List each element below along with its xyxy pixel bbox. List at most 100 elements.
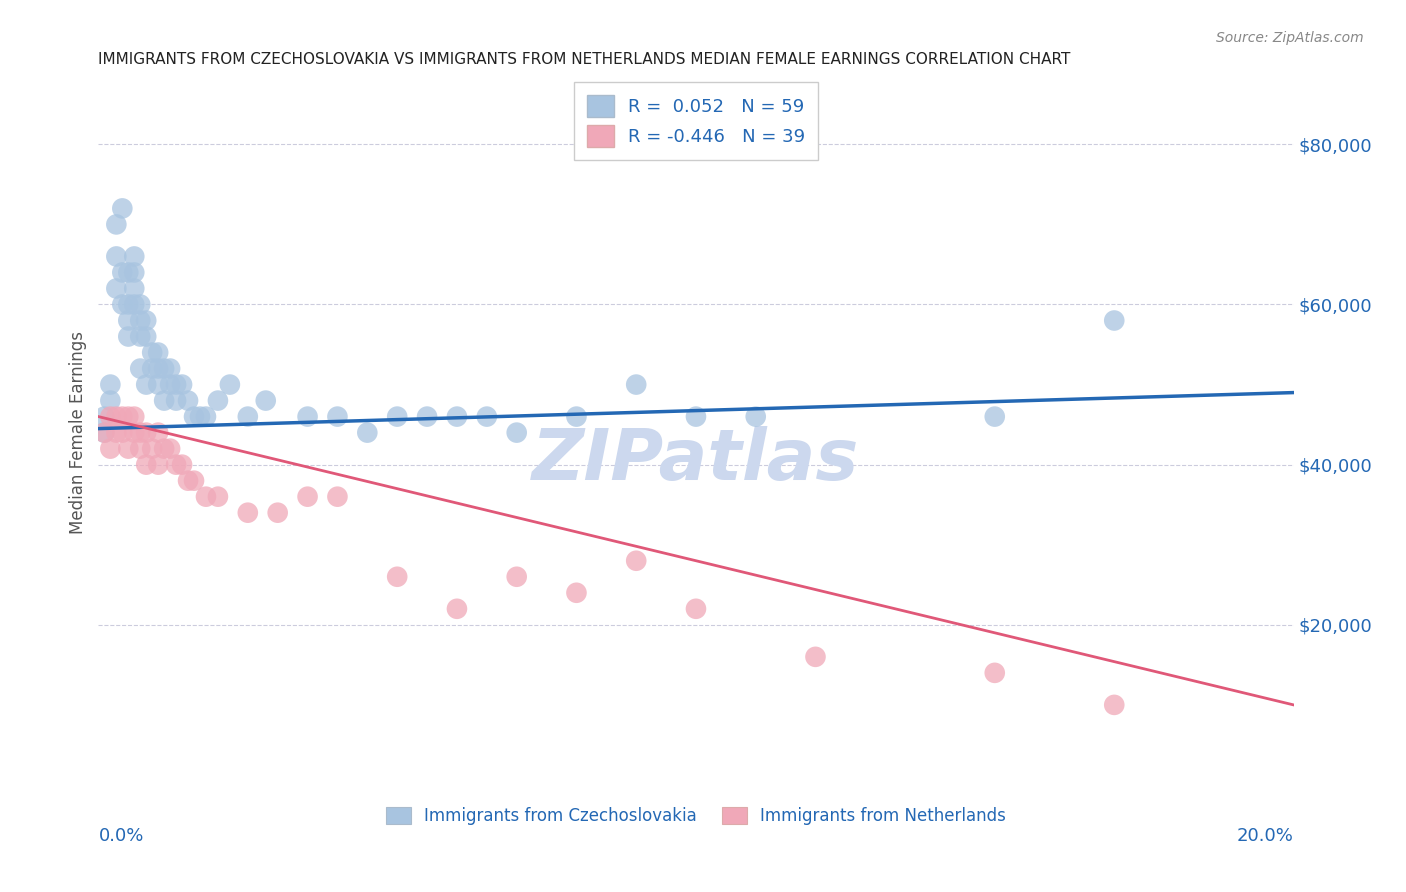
Point: [297, 409, 319, 424]
Point: [177, 474, 200, 488]
Point: [111, 409, 134, 424]
Legend: Immigrants from Czechoslovakia, Immigrants from Netherlands: Immigrants from Czechoslovakia, Immigran…: [377, 798, 1015, 833]
Point: [153, 361, 176, 376]
Point: [105, 281, 128, 295]
Point: [98, 409, 122, 424]
Point: [135, 313, 157, 327]
Point: [148, 345, 170, 359]
Point: [236, 409, 259, 424]
Point: [148, 425, 170, 440]
Point: [153, 442, 176, 456]
Point: [135, 458, 157, 472]
Point: [129, 297, 152, 311]
Point: [93, 425, 115, 440]
Point: [148, 377, 170, 392]
Point: [236, 506, 259, 520]
Point: [446, 602, 468, 616]
Point: [254, 393, 277, 408]
Point: [129, 361, 152, 376]
Point: [984, 409, 1007, 424]
Point: [105, 218, 128, 232]
Point: [207, 490, 229, 504]
Point: [129, 329, 152, 343]
Point: [111, 202, 134, 216]
Point: [1104, 313, 1126, 327]
Point: [124, 265, 146, 279]
Y-axis label: Median Female Earnings: Median Female Earnings: [69, 331, 87, 534]
Point: [385, 409, 409, 424]
Point: [141, 442, 163, 456]
Point: [183, 409, 205, 424]
Text: Source: ZipAtlas.com: Source: ZipAtlas.com: [1216, 31, 1364, 45]
Point: [506, 570, 529, 584]
Point: [506, 425, 529, 440]
Text: IMMIGRANTS FROM CZECHOSLOVAKIA VS IMMIGRANTS FROM NETHERLANDS MEDIAN FEMALE EARN: IMMIGRANTS FROM CZECHOSLOVAKIA VS IMMIGR…: [98, 52, 1071, 67]
Point: [565, 586, 588, 600]
Point: [129, 442, 152, 456]
Point: [135, 377, 157, 392]
Point: [356, 425, 378, 440]
Text: 0.0%: 0.0%: [98, 827, 143, 846]
Point: [326, 490, 349, 504]
Point: [177, 393, 200, 408]
Point: [117, 409, 139, 424]
Point: [172, 458, 194, 472]
Point: [745, 409, 768, 424]
Point: [1104, 698, 1126, 712]
Point: [98, 393, 122, 408]
Point: [98, 442, 122, 456]
Point: [117, 265, 139, 279]
Point: [141, 361, 163, 376]
Point: [117, 313, 139, 327]
Point: [117, 329, 139, 343]
Point: [141, 345, 163, 359]
Point: [207, 393, 229, 408]
Point: [124, 425, 146, 440]
Point: [117, 297, 139, 311]
Point: [93, 425, 115, 440]
Point: [385, 570, 409, 584]
Point: [219, 377, 242, 392]
Point: [153, 393, 176, 408]
Point: [297, 490, 319, 504]
Point: [159, 442, 181, 456]
Text: ZIPatlas: ZIPatlas: [533, 426, 859, 495]
Point: [984, 665, 1007, 680]
Point: [159, 361, 181, 376]
Point: [129, 313, 152, 327]
Point: [135, 329, 157, 343]
Point: [111, 425, 134, 440]
Point: [148, 458, 170, 472]
Point: [124, 250, 146, 264]
Point: [685, 409, 707, 424]
Point: [105, 425, 128, 440]
Point: [159, 377, 181, 392]
Point: [111, 297, 134, 311]
Point: [267, 506, 290, 520]
Point: [165, 393, 187, 408]
Point: [105, 250, 128, 264]
Point: [626, 554, 648, 568]
Point: [124, 297, 146, 311]
Point: [195, 490, 218, 504]
Point: [326, 409, 349, 424]
Point: [124, 409, 146, 424]
Point: [105, 409, 128, 424]
Point: [111, 265, 134, 279]
Point: [685, 602, 707, 616]
Point: [172, 377, 194, 392]
Point: [195, 409, 218, 424]
Point: [475, 409, 498, 424]
Text: 20.0%: 20.0%: [1237, 827, 1294, 846]
Point: [117, 442, 139, 456]
Point: [135, 425, 157, 440]
Point: [804, 649, 827, 664]
Point: [626, 377, 648, 392]
Point: [188, 409, 211, 424]
Point: [124, 281, 146, 295]
Point: [129, 425, 152, 440]
Point: [165, 458, 187, 472]
Point: [93, 409, 115, 424]
Point: [165, 377, 187, 392]
Point: [565, 409, 588, 424]
